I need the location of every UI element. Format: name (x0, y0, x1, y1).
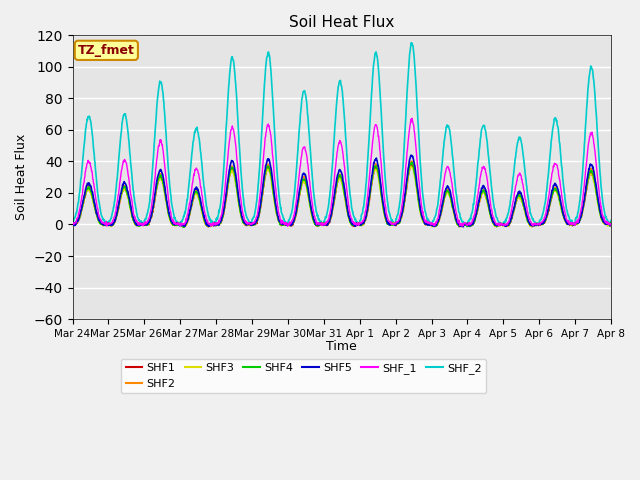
Line: SHF1: SHF1 (72, 164, 611, 227)
SHF_2 (497, 220, 504, 226)
SHF3 (249, 221, 257, 227)
Line: SHF2: SHF2 (72, 161, 611, 227)
SHF5 (188, 197, 196, 203)
SHF_2 (175, 221, 183, 227)
SHF2 (407, 158, 415, 164)
SHF_2 (68, 219, 76, 225)
X-axis label: Time: Time (326, 340, 357, 353)
SHF5 (249, 221, 257, 227)
SHF5 (175, 222, 183, 228)
SHF1 (497, 222, 504, 228)
Line: SHF_1: SHF_1 (72, 118, 611, 226)
Y-axis label: Soil Heat Flux: Soil Heat Flux (15, 134, 28, 220)
SHF4 (426, 220, 434, 226)
SHF5 (426, 221, 433, 227)
SHF1 (68, 222, 76, 228)
Text: TZ_fmet: TZ_fmet (78, 44, 135, 57)
SHF_1 (188, 181, 196, 187)
Line: SHF_2: SHF_2 (72, 43, 611, 226)
Line: SHF5: SHF5 (72, 155, 611, 227)
SHF_2 (607, 217, 615, 223)
SHF_2 (407, 40, 415, 46)
Legend: SHF1, SHF2, SHF3, SHF4, SHF5, SHF_1, SHF_2: SHF1, SHF2, SHF3, SHF4, SHF5, SHF_1, SHF… (121, 359, 486, 393)
SHF4 (180, 225, 188, 230)
SHF_1 (497, 220, 504, 226)
SHF_2 (426, 219, 434, 225)
SHF3 (68, 220, 76, 226)
SHF3 (497, 223, 504, 228)
SHF_1 (175, 222, 183, 228)
SHF1 (249, 220, 257, 226)
SHF5 (544, 208, 552, 214)
SHF4 (497, 221, 504, 227)
SHF4 (544, 209, 552, 215)
SHF5 (460, 224, 467, 230)
SHF3 (180, 225, 188, 230)
SHF_2 (249, 216, 257, 222)
SHF2 (68, 220, 76, 226)
SHF1 (175, 221, 183, 227)
SHF5 (607, 221, 615, 227)
SHF_1 (426, 221, 434, 227)
SHF_2 (176, 223, 184, 228)
Title: Soil Heat Flux: Soil Heat Flux (289, 15, 394, 30)
SHF2 (544, 209, 552, 215)
SHF4 (607, 220, 615, 226)
SHF2 (497, 222, 504, 228)
SHF2 (249, 221, 257, 227)
SHF5 (497, 221, 504, 227)
SHF5 (68, 221, 76, 227)
SHF1 (426, 220, 434, 226)
SHF3 (607, 221, 615, 227)
SHF_1 (249, 221, 257, 227)
SHF2 (188, 198, 196, 204)
SHF1 (189, 198, 196, 204)
SHF_1 (408, 115, 416, 121)
SHF4 (408, 159, 415, 165)
SHF2 (426, 221, 433, 227)
SHF_2 (544, 176, 552, 182)
SHF3 (426, 222, 434, 228)
SHF1 (179, 224, 187, 230)
SHF3 (544, 211, 552, 216)
SHF2 (175, 221, 183, 227)
SHF3 (189, 199, 196, 204)
SHF2 (458, 224, 465, 230)
SHF4 (68, 221, 76, 227)
SHF3 (175, 223, 183, 228)
Line: SHF4: SHF4 (72, 162, 611, 228)
SHF1 (544, 212, 552, 217)
SHF5 (407, 152, 415, 158)
SHF3 (407, 163, 415, 169)
SHF_1 (68, 221, 76, 227)
SHF_1 (284, 223, 292, 229)
SHF_2 (189, 144, 196, 149)
Line: SHF3: SHF3 (72, 166, 611, 228)
SHF4 (175, 222, 183, 228)
SHF_1 (544, 200, 552, 205)
SHF4 (189, 197, 196, 203)
SHF2 (607, 221, 615, 227)
SHF_1 (607, 221, 615, 227)
SHF4 (249, 221, 257, 227)
SHF1 (607, 220, 615, 226)
SHF1 (408, 161, 416, 167)
